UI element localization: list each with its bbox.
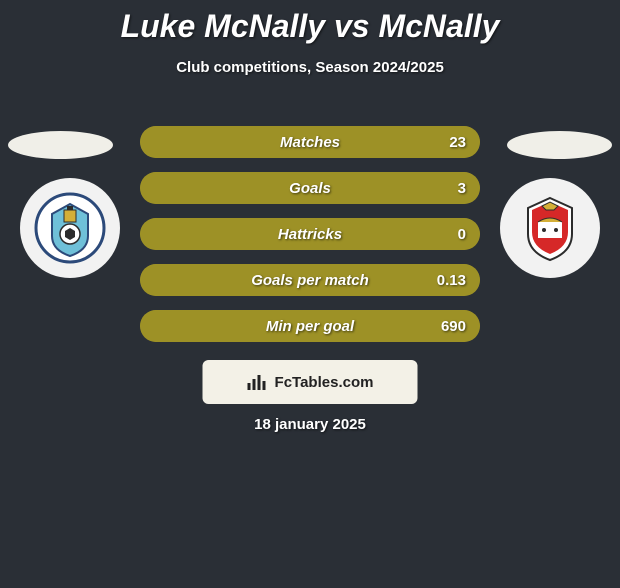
stat-bar: Hattricks 0 [140,218,480,250]
right-oval [507,131,612,159]
bar-label: Goals per match [251,272,369,289]
bar-value: 690 [441,318,466,335]
bar-label: Hattricks [278,226,342,243]
bar-value: 23 [449,134,466,151]
page-title: Luke McNally vs McNally [0,8,620,45]
bristol-crest-icon [514,192,586,264]
left-club-crest [20,178,120,278]
bar-chart-icon [247,373,269,391]
page-subtitle: Club competitions, Season 2024/2025 [0,59,620,76]
bar-fill-right [310,172,480,204]
stat-bar: Min per goal 690 [140,310,480,342]
bar-value: 0.13 [437,272,466,289]
bar-value: 3 [458,180,466,197]
left-oval [8,131,113,159]
bar-label: Min per goal [266,318,354,335]
stat-bar: Goals 3 [140,172,480,204]
bar-label: Goals [289,180,331,197]
right-club-crest [500,178,600,278]
date-text: 18 january 2025 [0,416,620,433]
source-text: FcTables.com [275,374,374,391]
source-badge: FcTables.com [203,360,418,404]
coventry-crest-icon [34,192,106,264]
bar-value: 0 [458,226,466,243]
bar-label: Matches [280,134,340,151]
bar-fill-left [140,172,310,204]
stats-bars: Matches 23 Goals 3 Hattricks 0 Goals per match… [140,126,480,356]
stat-bar: Goals per match 0.13 [140,264,480,296]
stat-bar: Matches 23 [140,126,480,158]
